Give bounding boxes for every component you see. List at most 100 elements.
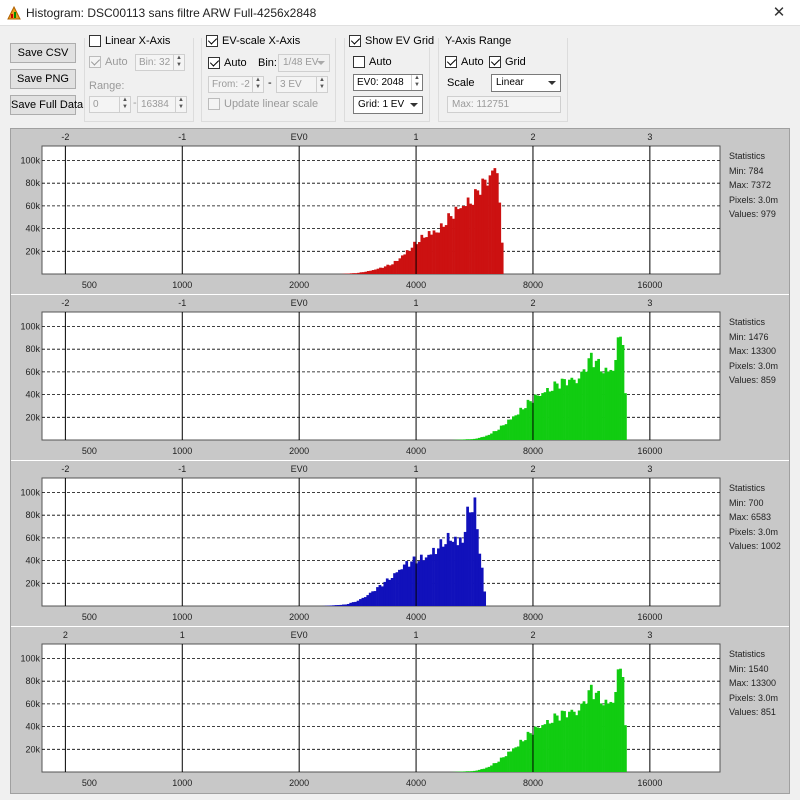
- close-icon[interactable]: ✕: [772, 4, 786, 21]
- histogram-bar: [580, 371, 583, 440]
- histogram-bar: [587, 690, 591, 772]
- histogram-bar: [432, 547, 435, 606]
- save-csv-button[interactable]: Save CSV: [10, 43, 76, 63]
- histogram-bar: [334, 605, 338, 606]
- ev-tick-label: 1: [414, 630, 419, 640]
- ev-auto-toggle[interactable]: Auto: [208, 57, 247, 69]
- ev-grid-auto-checkbox[interactable]: [353, 56, 365, 68]
- y-grid-toggle[interactable]: Grid: [489, 56, 526, 68]
- histogram-bar: [483, 591, 487, 606]
- histogram-bar: [476, 190, 480, 274]
- ev-from-stepper[interactable]: From: -2 ▲ ▼: [208, 76, 264, 93]
- ev-auto-checkbox[interactable]: [208, 57, 220, 69]
- stepper-arrows-icon[interactable]: ▲ ▼: [119, 97, 130, 112]
- histogram-bar: [371, 270, 375, 274]
- histogram-bar: [366, 271, 370, 274]
- histogram-bar: [575, 383, 579, 440]
- histogram-bar: [463, 439, 467, 440]
- histogram-bar: [487, 434, 491, 440]
- ev-x-axis-toggle[interactable]: EV-scale X-Axis: [206, 35, 304, 47]
- linear-tick-label: 1000: [172, 446, 192, 456]
- histogram-bar: [577, 710, 581, 772]
- linear-bin-stepper[interactable]: Bin: 32 ▲ ▼: [135, 54, 185, 71]
- ev0-stepper[interactable]: EV0: 2048 ▲ ▼: [353, 74, 423, 91]
- histogram-bar: [465, 439, 469, 440]
- update-linear-scale-checkbox[interactable]: [208, 98, 220, 110]
- linear-auto-toggle[interactable]: Auto: [89, 56, 128, 68]
- histogram-bar: [407, 566, 411, 606]
- histogram-bar: [463, 531, 467, 606]
- histogram-bar: [570, 709, 574, 772]
- histogram-bar: [361, 597, 365, 606]
- histogram-bar: [468, 439, 471, 440]
- ev-tick-label: 2: [530, 132, 535, 142]
- ev-grid-auto-toggle[interactable]: Auto: [353, 56, 392, 68]
- linear-x-axis-group: Linear X-Axis Auto Bin: 32 ▲ ▼ Range: 0 ▲…: [84, 35, 194, 122]
- y-axis-range-group: Y-Axis Range Auto Grid Scale Linear Max:…: [438, 35, 568, 122]
- ev-x-axis-checkbox[interactable]: [206, 35, 218, 47]
- stepper-arrows-icon[interactable]: ▲ ▼: [411, 75, 422, 90]
- update-linear-scale-toggle[interactable]: Update linear scale: [208, 98, 318, 110]
- histogram-bar: [474, 189, 477, 274]
- histogram-bar: [614, 360, 618, 440]
- histogram-bar: [477, 769, 481, 772]
- y-auto-toggle[interactable]: Auto: [445, 56, 484, 68]
- histogram-bar: [514, 415, 518, 440]
- y-tick-label: 60k: [25, 367, 40, 377]
- histogram-bar: [572, 379, 576, 440]
- histogram-bar: [405, 561, 409, 606]
- linear-range-to-stepper[interactable]: 16384 ▲ ▼: [137, 96, 187, 113]
- y-tick-label: 80k: [25, 676, 40, 686]
- stat-max: Max: 13300: [729, 346, 777, 357]
- histogram-chart-green: 20k 40k 60k 80k 100k -2 -1 EV0 1 2 3 500 1000 2000 400…: [20, 298, 721, 456]
- stepper-arrows-icon[interactable]: ▲ ▼: [252, 77, 263, 92]
- histogram-bar: [463, 771, 467, 772]
- linear-x-axis-toggle[interactable]: Linear X-Axis: [89, 35, 174, 47]
- y-auto-label: Auto: [461, 56, 484, 68]
- histogram-bar: [475, 770, 479, 772]
- show-ev-grid-checkbox[interactable]: [349, 35, 361, 47]
- histogram-bar: [498, 202, 502, 274]
- ev-to-stepper[interactable]: 3 EV ▲ ▼: [276, 76, 328, 93]
- histogram-bar: [553, 713, 557, 772]
- histogram-bar: [354, 273, 358, 274]
- histogram-bar: [538, 395, 542, 440]
- y-scale-select[interactable]: Linear: [491, 74, 561, 92]
- linear-x-axis-checkbox[interactable]: [89, 35, 101, 47]
- y-tick-label: 60k: [25, 201, 40, 211]
- histogram-bar: [395, 572, 399, 606]
- histogram-bar: [373, 591, 377, 606]
- show-ev-grid-toggle[interactable]: Show EV Grid: [349, 35, 438, 47]
- grid-step-select[interactable]: Grid: 1 EV: [353, 96, 423, 114]
- ev-tick-label: EV0: [291, 298, 308, 308]
- y-auto-checkbox[interactable]: [445, 56, 457, 68]
- save-full-data-button[interactable]: Save Full Data: [10, 95, 83, 115]
- histogram-bar: [475, 529, 479, 606]
- histogram-bar: [427, 554, 431, 606]
- stepper-arrows-icon[interactable]: ▲ ▼: [316, 77, 327, 92]
- stepper-arrows-icon[interactable]: ▲ ▼: [173, 55, 184, 70]
- linear-auto-label: Auto: [105, 56, 128, 68]
- y-tick-label: 80k: [25, 510, 40, 520]
- histogram-bar: [354, 601, 357, 606]
- y-max-field[interactable]: Max: 112751: [447, 96, 561, 113]
- y-tick-label: 60k: [25, 699, 40, 709]
- update-linear-scale-label: Update linear scale: [224, 98, 319, 110]
- histogram-bar: [403, 254, 407, 274]
- linear-range-from-stepper[interactable]: 0 ▲ ▼: [89, 96, 131, 113]
- histogram-bar: [524, 408, 527, 440]
- histogram-panel-red: 20k 40k 60k 80k 100k -2 -1 EV0 1 2 3 500 1000 2000 400…: [11, 129, 789, 295]
- histogram-bar: [362, 272, 365, 274]
- save-png-button[interactable]: Save PNG: [10, 69, 76, 89]
- histogram-bar: [526, 731, 530, 772]
- histogram-bar: [398, 569, 401, 606]
- y-grid-checkbox[interactable]: [489, 56, 501, 68]
- histogram-bar: [385, 578, 389, 606]
- ev-bin-select[interactable]: 1/48 EV: [278, 54, 330, 72]
- stepper-arrows-icon[interactable]: ▲ ▼: [175, 97, 186, 112]
- histogram-bar: [602, 705, 605, 772]
- linear-auto-checkbox[interactable]: [89, 56, 101, 68]
- ev-tick-label: 3: [647, 630, 652, 640]
- histogram-chart-green-2: 20k 40k 60k 80k 100k 2 1 EV0 1 2 3 500 1000 2000 4000 8…: [20, 630, 721, 788]
- histogram-bar: [609, 369, 613, 440]
